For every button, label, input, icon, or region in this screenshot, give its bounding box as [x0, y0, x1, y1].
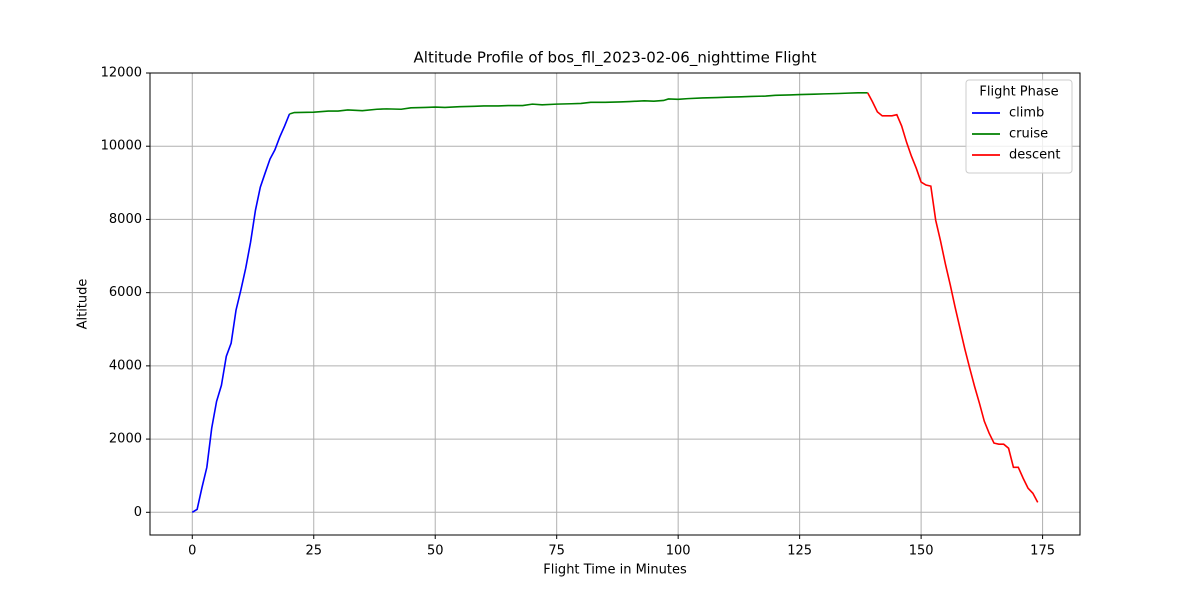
y-tick-label: 10000: [101, 139, 142, 154]
x-tick-label: 50: [427, 544, 444, 559]
plot-frame: [149, 72, 1081, 536]
legend: Flight Phase climb cruise descent: [965, 79, 1073, 174]
line-series: [191, 113, 291, 513]
line-series: [289, 91, 868, 115]
x-tick-label: 150: [909, 544, 934, 559]
y-tick-label: 4000: [109, 358, 142, 373]
x-axis-label: Flight Time in Minutes: [543, 563, 687, 578]
line-series: [866, 92, 1039, 503]
y-tick-label: 0: [134, 505, 142, 520]
chart-title: Altitude Profile of bos_fll_2023-02-06_n…: [414, 49, 817, 68]
y-tick-label: 8000: [109, 212, 142, 227]
y-axis-label: Altitude: [76, 279, 91, 330]
legend-label: descent: [1009, 148, 1061, 163]
x-tick-label: 25: [305, 544, 322, 559]
y-tick-label: 6000: [109, 285, 142, 300]
y-tick-label: 2000: [109, 432, 142, 447]
legend-label: cruise: [1009, 127, 1048, 142]
legend-title: Flight Phase: [979, 85, 1058, 100]
x-tick-label: 0: [188, 544, 196, 559]
legend-label: climb: [1009, 106, 1044, 121]
x-tick-label: 100: [666, 544, 691, 559]
legend-box: [965, 79, 1073, 174]
x-tick-label: 75: [548, 544, 565, 559]
y-tick-label: 12000: [101, 66, 142, 81]
x-tick-label: 175: [1030, 544, 1055, 559]
x-tick-label: 125: [787, 544, 812, 559]
